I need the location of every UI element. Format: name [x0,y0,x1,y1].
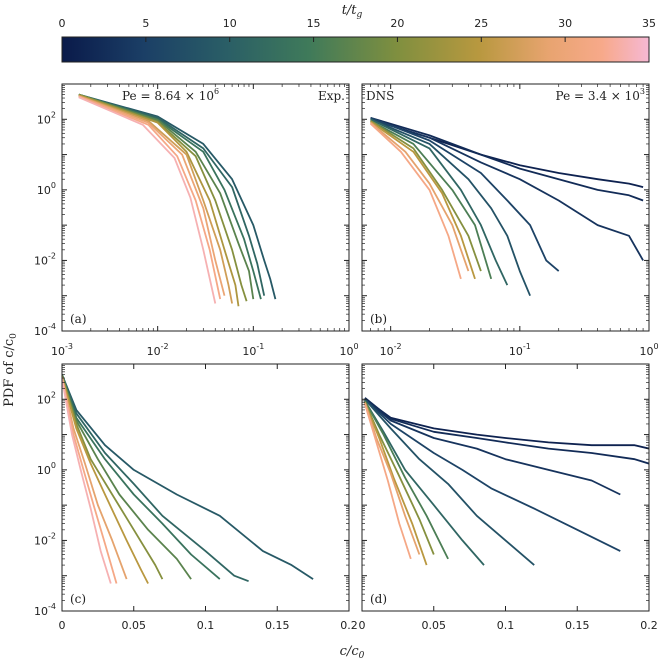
x-tick-label: 10-2 [147,342,169,358]
x-axis-label: c/c0 [340,644,365,661]
x-tick-label: 10-1 [242,342,264,358]
plot-area [362,84,649,331]
series-line-t26 [62,377,128,580]
y-tick-label: 10-4 [34,602,56,618]
series-line-t5 [364,398,621,552]
panel-tag: (a) [70,312,87,326]
x-tick-label: 100 [639,342,658,358]
panel-a: 10-4 10-2 100 102 10-3 10-2 10-1 100 (a) Pe = 8.6… [34,83,359,358]
series-line-t30 [364,403,412,560]
y-tick-label: 102 [37,390,56,406]
x-tick-label: 0.05 [122,619,147,632]
series-line-t26 [364,402,421,555]
panel-annotation-left: DNS [366,89,394,103]
series-line-t8 [78,93,277,300]
colorbar-tick-label: 5 [142,17,149,30]
series-line-t14 [370,120,493,280]
panel-annotation-right: Pe = 3.4 × 103 [556,87,645,103]
colorbar-tick-label: 25 [474,17,488,30]
colorbar-tick-label: 20 [390,17,404,30]
series-line-t3 [364,398,621,496]
y-tick-label: 100 [37,181,56,197]
series-line-t22 [370,121,476,280]
series-line-t7 [370,118,531,297]
series-line-t24 [78,95,233,304]
colorbar-tick-label: 15 [307,17,321,30]
series-line-t15 [62,374,192,580]
series-line-t1 [364,398,649,450]
colorbar-tick-label: 0 [59,17,66,30]
x-tick-label: 100 [339,342,358,358]
colorbar-tick-label: 35 [642,17,656,30]
y-tick-label: 102 [37,110,56,126]
series-line-t18 [62,375,164,580]
series-line-t26 [370,122,470,272]
colorbar-tick-label: 10 [223,17,237,30]
panel-tag: (b) [370,312,387,326]
panel-annotation-right: Exp. [318,89,345,103]
series-line-t15 [78,93,255,300]
colorbar-gradient [61,36,650,63]
series-line-t27 [78,95,226,296]
colorbar-label: t/tg [342,3,363,20]
panel-tag: (c) [70,592,86,606]
series-line-t22 [62,376,149,584]
axes-frame [61,83,350,332]
colorbar-tick-label: 30 [558,17,572,30]
x-tick-label: 10-3 [51,342,73,358]
series-line-t30 [62,377,118,584]
series-group [369,116,644,297]
colorbar: t/tg 0 5 10 15 20 25 30 35 [59,3,656,63]
series-line-t8 [62,374,314,580]
x-tick-label: 0.1 [497,619,515,632]
series-line-t18 [370,120,482,272]
x-tick-label: 0.1 [197,619,215,632]
x-tick-label: 0 [359,619,366,632]
series-line-t14 [364,400,449,560]
x-tick-label: 0.05 [422,619,447,632]
series-line-t33 [62,378,112,584]
panel-b: 10-2 10-1 100 (b) DNS Pe = 3.4 × 103 [361,83,659,358]
x-tick-label: 0.15 [265,619,290,632]
series-line-t30 [78,95,222,300]
x-tick-label: 0.2 [640,619,658,632]
series-line-t2 [370,116,644,202]
y-tick-label: 10-2 [34,531,56,547]
series-line-t30 [369,123,462,280]
series-group [62,374,314,584]
x-tick-label: 0.15 [565,619,590,632]
y-axis-label: PDF of c/c0 [2,333,19,407]
series-line-t10 [364,400,485,566]
x-tick-label: 0 [59,619,66,632]
series-line-t5 [370,116,560,272]
y-tick-label: 10-4 [34,322,56,338]
x-tick-label: 10-1 [509,342,531,358]
series-line-t10 [370,118,509,286]
series-line-t21 [78,94,240,307]
y-tick-label: 100 [37,461,56,477]
colorbar-ticks: 0 5 10 15 20 25 30 35 [59,17,656,42]
series-line-t3 [370,118,644,261]
series-group [364,397,649,566]
y-tick-label: 10-2 [34,251,56,267]
panel-c: 10-4 10-2 100 102 0 0.05 0.1 0.15 0.2 (c) [34,363,358,632]
panel-annotation-left: Pe = 8.64 × 106 [122,87,219,103]
series-line-t10 [62,374,249,583]
x-tick-label: 0.2 [340,619,358,632]
panel-tag: (d) [370,592,387,606]
series-line-t10 [78,93,266,296]
series-line-t2 [364,397,649,465]
series-group [78,93,277,307]
series-line-t18 [364,401,435,555]
axes-frame [361,83,650,332]
plot-area [62,364,349,611]
panel-d: 0 0.05 0.1 0.15 0.2 (d) [359,363,658,632]
series-line-t33 [78,96,217,304]
x-tick-label: 10-2 [380,342,402,358]
series-line-t1 [370,118,644,188]
series-line-t22 [364,402,428,566]
series-line-t7 [364,398,535,566]
